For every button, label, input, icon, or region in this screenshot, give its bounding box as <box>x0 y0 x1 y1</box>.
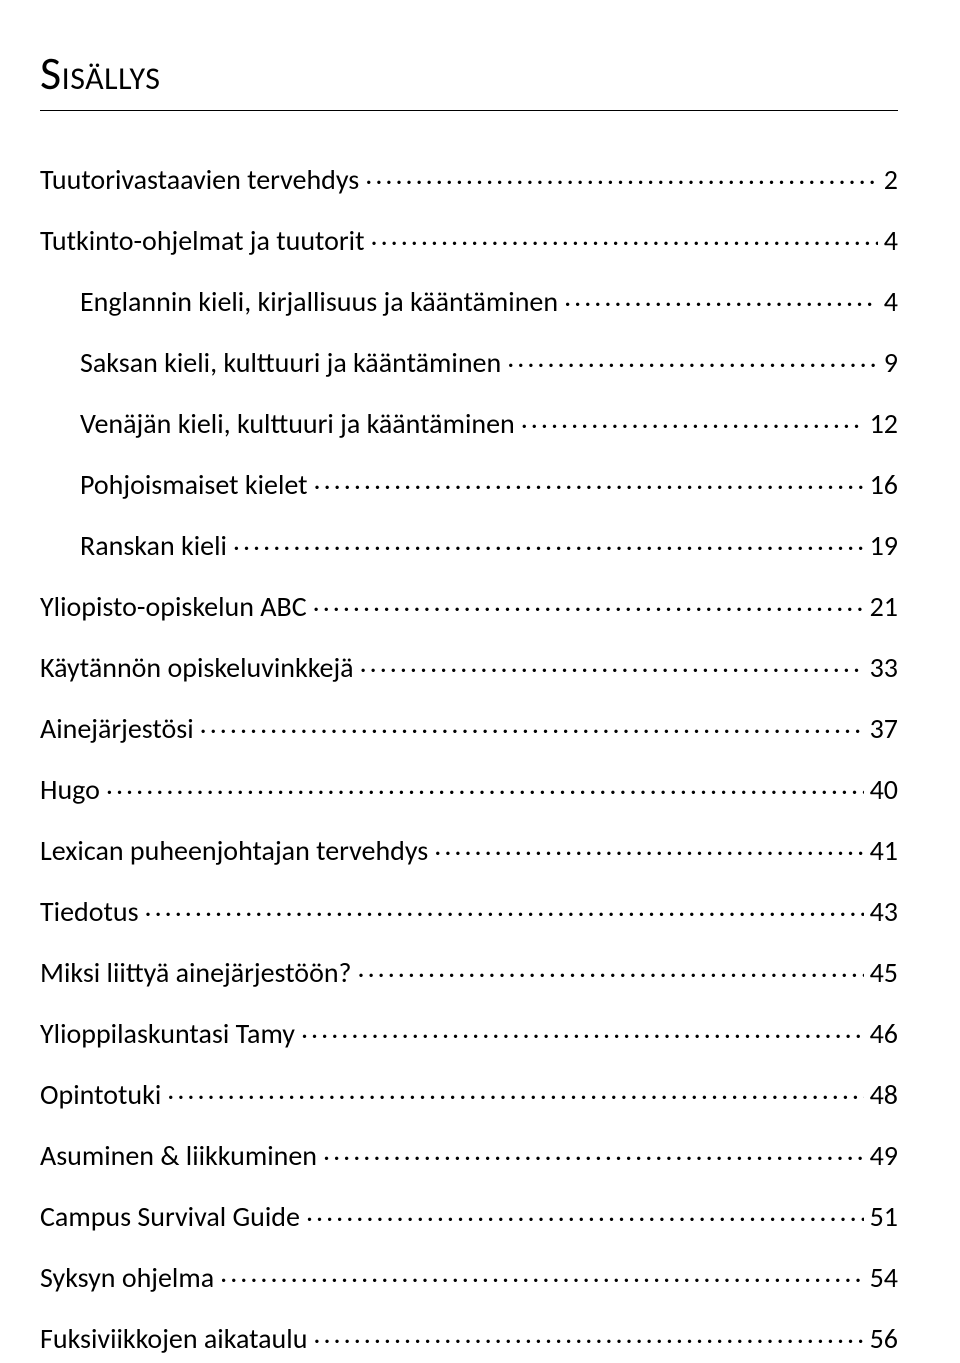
toc-label: Miksi liittyä ainejärjestöön? <box>40 959 352 987</box>
toc-label: Ainejärjestösi <box>40 715 194 743</box>
toc-label: Ylioppilaskuntasi Tamy <box>40 1020 295 1048</box>
toc-row: Hugo 40 <box>40 771 898 804</box>
toc-leader-dots <box>358 954 864 982</box>
toc-leader-dots <box>301 1015 864 1043</box>
toc-row: Fuksiviikkojen aikataulu 56 <box>40 1320 898 1353</box>
toc-leader-dots <box>200 710 864 738</box>
toc-row: Syksyn ohjelma 54 <box>40 1259 898 1292</box>
toc-page-number: 41 <box>870 837 898 865</box>
toc-leader-dots <box>220 1259 863 1287</box>
toc-row: Ainejärjestösi 37 <box>40 710 898 743</box>
toc-leader-dots <box>564 283 878 311</box>
toc-row: Englannin kieli, kirjallisuus ja kääntäm… <box>80 283 898 316</box>
toc-page-number: 45 <box>870 959 898 987</box>
toc-page-number: 40 <box>870 776 898 804</box>
toc-page-number: 56 <box>870 1325 898 1353</box>
toc-row: Tutkinto-ohjelmat ja tuutorit 4 <box>40 222 898 255</box>
toc-leader-dots <box>360 649 864 677</box>
toc-label: Pohjoismaiset kielet <box>80 471 308 499</box>
table-of-contents: Tuutorivastaavien tervehdys 2 Tutkinto-ohj… <box>40 161 898 1353</box>
toc-leader-dots <box>521 405 864 433</box>
page: Sisällys Tuutorivastaavien tervehdys 2 Tut… <box>0 0 960 1363</box>
toc-leader-dots <box>434 832 863 860</box>
toc-row: Ylioppilaskuntasi Tamy 46 <box>40 1015 898 1048</box>
toc-label: Käytännön opiskeluvinkkejä <box>40 654 354 682</box>
toc-row: Pohjoismaiset kielet 16 <box>80 466 898 499</box>
toc-label: Fuksiviikkojen aikataulu <box>40 1325 307 1353</box>
toc-label: Tutkinto-ohjelmat ja tuutorit <box>40 227 365 255</box>
toc-page-number: 37 <box>870 715 898 743</box>
toc-label: Englannin kieli, kirjallisuus ja kääntäm… <box>80 288 558 316</box>
toc-label: Saksan kieli, kulttuuri ja kääntäminen <box>80 349 501 377</box>
toc-label: Campus Survival Guide <box>40 1203 300 1231</box>
title-rule <box>40 110 898 111</box>
toc-label: Syksyn ohjelma <box>40 1264 214 1292</box>
toc-page-number: 46 <box>870 1020 898 1048</box>
toc-page-number: 54 <box>870 1264 898 1292</box>
toc-label: Lexican puheenjohtajan tervehdys <box>40 837 428 865</box>
toc-row: Campus Survival Guide 51 <box>40 1198 898 1231</box>
toc-page-number: 21 <box>870 593 898 621</box>
page-title: Sisällys <box>40 46 898 102</box>
toc-label: Tuutorivastaavien tervehdys <box>40 166 359 194</box>
toc-page-number: 49 <box>870 1142 898 1170</box>
toc-row: Opintotuki 48 <box>40 1076 898 1109</box>
toc-label: Venäjän kieli, kulttuuri ja kääntäminen <box>80 410 515 438</box>
toc-leader-dots <box>313 588 864 616</box>
toc-row: Käytännön opiskeluvinkkejä 33 <box>40 649 898 682</box>
toc-page-number: 48 <box>870 1081 898 1109</box>
toc-leader-dots <box>167 1076 863 1104</box>
toc-leader-dots <box>365 161 878 189</box>
toc-row: Venäjän kieli, kulttuuri ja kääntäminen 1… <box>80 405 898 438</box>
toc-leader-dots <box>507 344 878 372</box>
toc-leader-dots <box>371 222 878 250</box>
toc-label: Ranskan kieli <box>80 532 227 560</box>
toc-page-number: 51 <box>870 1203 898 1231</box>
toc-page-number: 19 <box>870 532 898 560</box>
toc-page-number: 43 <box>870 898 898 926</box>
toc-row: Yliopisto-opiskelun ABC 21 <box>40 588 898 621</box>
toc-label: Tiedotus <box>40 898 139 926</box>
toc-leader-dots <box>233 527 864 555</box>
toc-row: Lexican puheenjohtajan tervehdys 41 <box>40 832 898 865</box>
toc-page-number: 9 <box>884 349 898 377</box>
toc-page-number: 4 <box>884 288 898 316</box>
toc-row: Asuminen & liikkuminen 49 <box>40 1137 898 1170</box>
toc-leader-dots <box>313 1320 863 1348</box>
toc-label: Hugo <box>40 776 100 804</box>
toc-leader-dots <box>323 1137 864 1165</box>
toc-leader-dots <box>145 893 864 921</box>
toc-page-number: 16 <box>870 471 898 499</box>
toc-page-number: 33 <box>870 654 898 682</box>
toc-label: Yliopisto-opiskelun ABC <box>40 593 307 621</box>
toc-page-number: 12 <box>870 410 898 438</box>
toc-row: Saksan kieli, kulttuuri ja kääntäminen 9 <box>80 344 898 377</box>
toc-page-number: 2 <box>884 166 898 194</box>
toc-page-number: 4 <box>884 227 898 255</box>
toc-leader-dots <box>314 466 864 494</box>
toc-row: Tuutorivastaavien tervehdys 2 <box>40 161 898 194</box>
toc-label: Opintotuki <box>40 1081 161 1109</box>
toc-row: Miksi liittyä ainejärjestöön? 45 <box>40 954 898 987</box>
toc-leader-dots <box>306 1198 864 1226</box>
toc-row: Tiedotus 43 <box>40 893 898 926</box>
toc-row: Ranskan kieli 19 <box>80 527 898 560</box>
toc-leader-dots <box>106 771 864 799</box>
toc-label: Asuminen & liikkuminen <box>40 1142 317 1170</box>
